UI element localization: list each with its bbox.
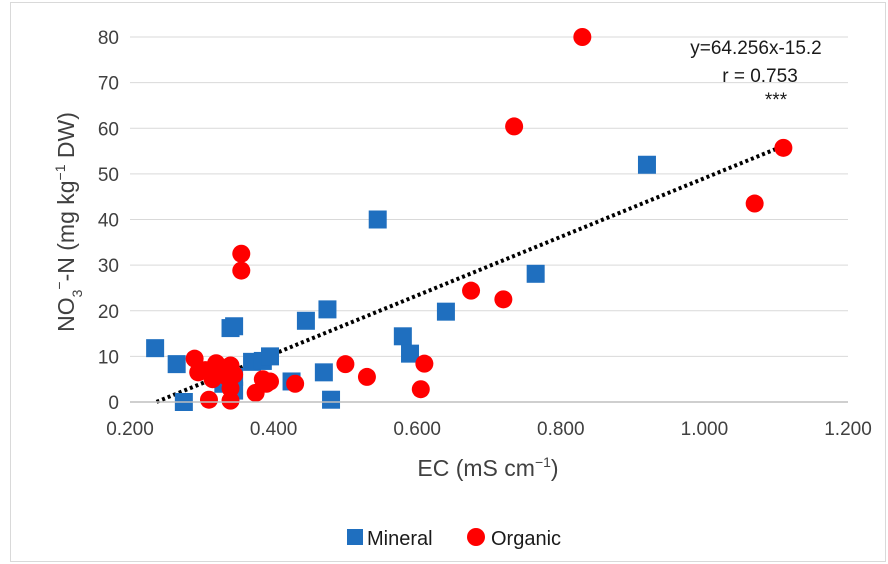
organic-point [745,194,764,213]
organic-point [225,365,244,384]
y-tick-label: 50 [98,165,119,186]
x-tick-label: 0.400 [250,419,298,440]
mineral-point [436,302,455,321]
x-tick-label: 0.800 [537,419,585,440]
y-tick-label: 70 [98,74,119,95]
x-tick-label: 0.600 [393,419,441,440]
mineral-point [318,300,337,319]
organic-point [221,391,240,410]
chart-frame [10,2,886,562]
trendline-group [155,144,785,404]
organic-point [221,379,240,398]
x-axis-title: EC (mS cm−1) [417,454,558,481]
y-tick-label: 20 [98,302,119,323]
y-tick-labels: 0 10 20 30 40 50 60 70 80 [98,28,119,414]
mineral-point [314,363,333,382]
mineral-point [393,327,412,346]
organic-point [261,372,280,391]
organic-point [505,117,524,136]
legend-organic-label: Organic [491,528,561,550]
organic-point [462,281,481,300]
x-tick-labels: 0.200 0.400 0.600 0.800 1.000 1.200 [106,419,872,440]
mineral-point [296,311,315,330]
x-tick-label: 1.000 [681,419,729,440]
organic-point [185,349,204,368]
correlation-coefficient: r = 0.753 [722,66,798,87]
y-tick-label: 80 [98,28,119,49]
organic-point [573,28,592,46]
data-points [146,28,793,411]
y-tick-label: 0 [108,393,119,414]
mineral-point [322,390,341,409]
organic-point [494,290,513,309]
organic-point [357,367,376,386]
organic-point [232,261,251,280]
mineral-point [146,339,165,358]
organic-point [774,138,793,157]
y-tick-label: 40 [98,211,119,232]
legend-mineral-marker [347,529,363,545]
organic-point [415,354,434,373]
mineral-point [167,355,186,374]
x-tick-label: 0.200 [106,419,154,440]
y-tick-label: 30 [98,256,119,277]
regression-equation: y=64.256x-15.2 [690,38,822,59]
legend-organic-marker [467,528,485,546]
organic-point [232,244,251,263]
x-tick-label: 1.200 [824,419,872,440]
organic-point [199,390,218,409]
legend-mineral-label: Mineral [367,528,433,550]
mineral-point [637,155,656,174]
organic-point [411,380,430,399]
mineral-point [225,317,244,336]
y-tick-label: 60 [98,119,119,140]
organic-point [203,370,222,389]
mineral-point [401,344,420,363]
organic-point [336,355,355,374]
significance-stars: *** [765,90,788,111]
mineral-point [261,347,280,366]
mineral-point [526,264,545,283]
y-tick-label: 10 [98,347,119,368]
trendline [155,144,785,404]
legend: Mineral Organic [347,528,561,550]
y-axis-title: NO3−-N (mg kg−1 DW) [51,112,85,332]
organic-point [286,374,305,393]
mineral-point [368,210,387,229]
